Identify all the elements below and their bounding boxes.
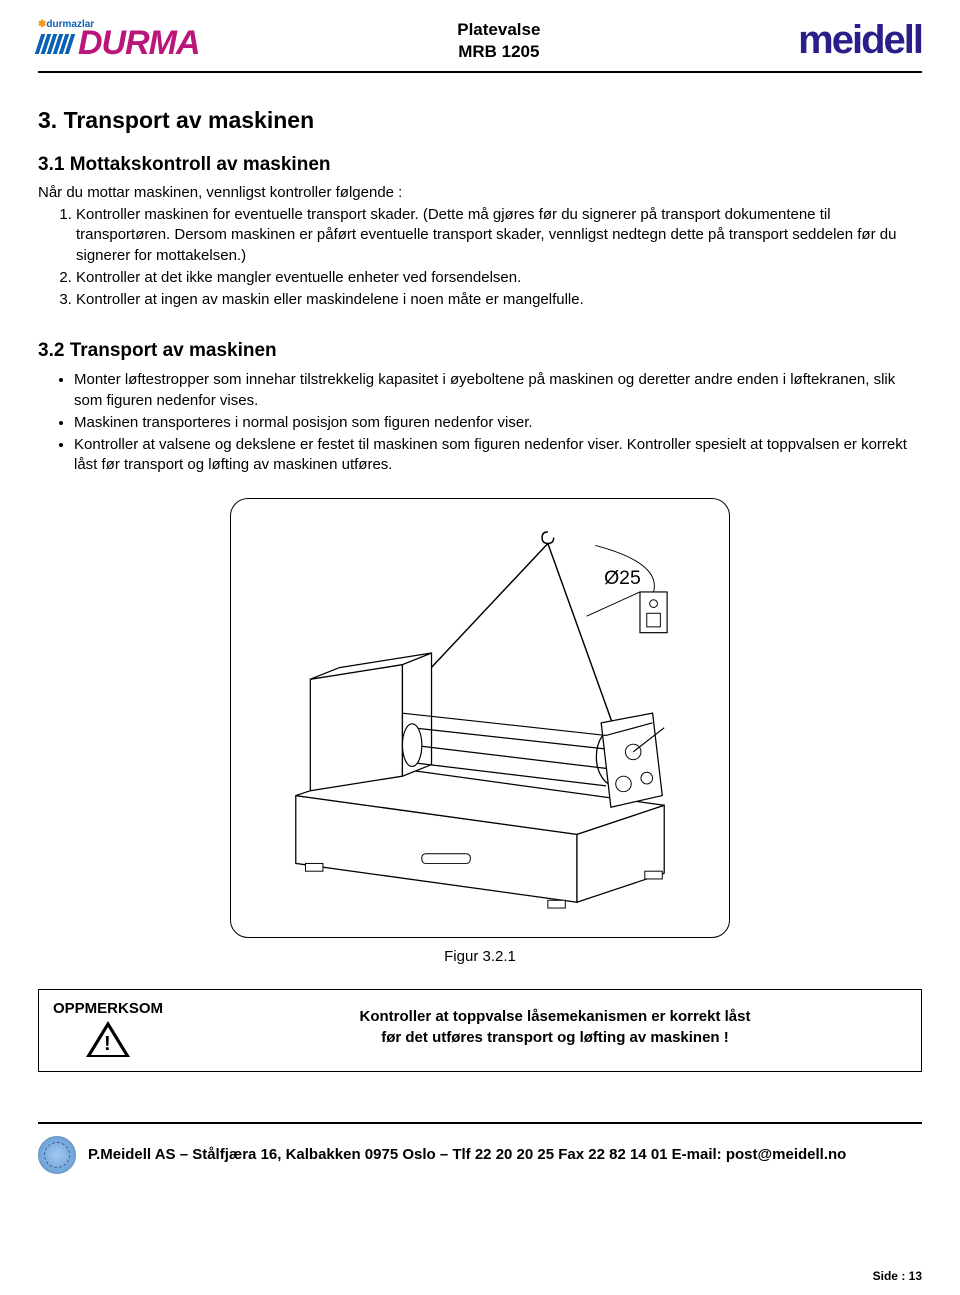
list-item: Kontroller at ingen av maskin eller mask…	[76, 290, 922, 310]
subsection-3-2-list: Monter løftestropper som innehar tilstre…	[38, 370, 922, 475]
page-number: Side : 13	[873, 1269, 922, 1283]
page-footer: P.Meidell AS – Stålfjæra 16, Kalbakken 0…	[38, 1124, 922, 1174]
header-left-brand: ✽durmazlar DURMA	[38, 19, 200, 63]
notice-line2: før det utføres transport og løfting av …	[203, 1027, 907, 1048]
page-header: ✽durmazlar DURMA Platevalse MRB 1205 mei…	[38, 0, 922, 73]
notice-left: OPPMERKSOM !	[53, 1000, 163, 1057]
figure-box: Ø25	[230, 498, 730, 938]
notice-line1: Kontroller at toppvalse låsemekanismen e…	[203, 1006, 907, 1027]
durma-logo-text: DURMA	[78, 24, 200, 62]
durma-stripes-icon	[38, 34, 74, 59]
main-content: 3. Transport av maskinen 3.1 Mottakskont…	[38, 73, 922, 1072]
subsection-3-1-intro: Når du mottar maskinen, vennligst kontro…	[38, 184, 922, 201]
subsection-3-1-title: 3.1 Mottakskontroll av maskinen	[38, 154, 922, 176]
list-item: Maskinen transporteres i normal posisjon…	[74, 413, 922, 433]
notice-label: OPPMERKSOM	[53, 1000, 163, 1017]
subsection-3-2-title: 3.2 Transport av maskinen	[38, 340, 922, 362]
list-item: Kontroller at valsene og dekslene er fes…	[74, 435, 922, 476]
notice-text: Kontroller at toppvalse låsemekanismen e…	[203, 1000, 907, 1048]
header-center-title: Platevalse MRB 1205	[457, 19, 540, 62]
notice-box: OPPMERKSOM ! Kontroller at toppvalse lås…	[38, 989, 922, 1072]
footer-text: P.Meidell AS – Stålfjæra 16, Kalbakken 0…	[88, 1146, 846, 1163]
list-item: Monter løftestropper som innehar tilstre…	[74, 370, 922, 411]
subsection-3-1-list: Kontroller maskinen for eventuelle trans…	[38, 205, 922, 310]
figure-container: Ø25	[38, 498, 922, 965]
footer-seal-icon	[38, 1136, 76, 1174]
list-item: Kontroller maskinen for eventuelle trans…	[76, 205, 922, 266]
figure-caption: Figur 3.2.1	[38, 948, 922, 965]
figure-annotation: Ø25	[604, 567, 641, 589]
meidell-logo-text: meidell	[798, 18, 922, 63]
list-item: Kontroller at det ikke mangler eventuell…	[76, 268, 922, 288]
section-title: 3. Transport av maskinen	[38, 107, 922, 134]
machine-diagram-icon: Ø25	[257, 521, 703, 915]
doc-title-line1: Platevalse	[457, 19, 540, 40]
doc-title-line2: MRB 1205	[457, 41, 540, 62]
warning-triangle-icon: !	[86, 1021, 130, 1057]
